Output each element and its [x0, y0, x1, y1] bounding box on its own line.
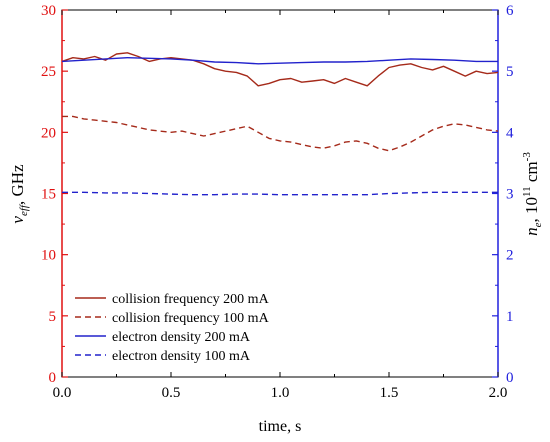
right-y-label-sup: 11	[521, 186, 533, 197]
right-y-label-unit-sup: -3	[521, 152, 533, 162]
legend: collision frequency 200 mA collision fre…	[75, 292, 270, 364]
left-y-tick-label: 30	[41, 3, 56, 19]
legend-label: collision frequency 100 mA	[112, 311, 270, 326]
right-y-tick-label: 5	[506, 64, 514, 80]
x-axis-ticks: 0.0 0.5 1.0 1.5 2.0	[53, 10, 508, 401]
series-line-1	[62, 115, 499, 152]
x-tick-label: 2.0	[489, 385, 508, 401]
series-lines	[61, 52, 499, 196]
right-y-tick-label: 1	[506, 309, 514, 325]
left-y-label-suffix: , GHz	[8, 164, 27, 205]
left-y-tick-label: 10	[41, 248, 56, 264]
left-y-axis-label: νeff, GHz	[8, 164, 30, 224]
left-y-axis-ticks: 0 5 10 15 20 25 30	[41, 3, 68, 386]
x-axis-label: time, s	[259, 418, 302, 435]
right-y-tick-label: 3	[506, 187, 514, 203]
left-y-tick-label: 25	[41, 64, 56, 80]
right-y-tick-label: 2	[506, 248, 514, 264]
left-y-tick-label: 20	[41, 125, 56, 141]
legend-item: collision frequency 100 mA	[75, 311, 270, 326]
left-y-tick-label: 0	[49, 370, 57, 386]
right-y-tick-label: 6	[506, 3, 514, 19]
legend-label: collision frequency 200 mA	[112, 292, 270, 307]
legend-item: collision frequency 200 mA	[75, 292, 270, 307]
left-y-tick-label: 5	[49, 309, 57, 325]
right-y-label-main: n	[522, 227, 541, 236]
series-line-3	[62, 191, 498, 196]
x-tick-label: 0.0	[53, 385, 72, 401]
x-tick-label: 0.5	[162, 385, 181, 401]
legend-item: electron density 200 mA	[75, 330, 251, 345]
right-y-label-sub: e	[532, 222, 544, 227]
right-y-axis-ticks: 0 1 2 3 4 5 6	[492, 3, 514, 386]
left-y-tick-label: 15	[41, 187, 56, 203]
series-line-0	[61, 52, 499, 87]
left-y-label-main: ν	[8, 216, 27, 224]
right-y-label-unit: cm	[522, 161, 541, 186]
series-line-2	[61, 57, 498, 65]
right-y-tick-label: 4	[506, 125, 514, 141]
legend-label: electron density 100 mA	[112, 349, 251, 364]
legend-item: electron density 100 mA	[75, 349, 251, 364]
legend-label: electron density 200 mA	[112, 330, 251, 345]
x-tick-label: 1.5	[380, 385, 399, 401]
right-y-axis-label: ne, 1011 cm-3	[521, 152, 544, 236]
x-tick-label: 1.0	[271, 385, 290, 401]
right-y-tick-label: 0	[506, 370, 514, 386]
left-y-label-sub: eff	[18, 203, 30, 216]
right-y-label-suffix: , 10	[522, 197, 541, 223]
